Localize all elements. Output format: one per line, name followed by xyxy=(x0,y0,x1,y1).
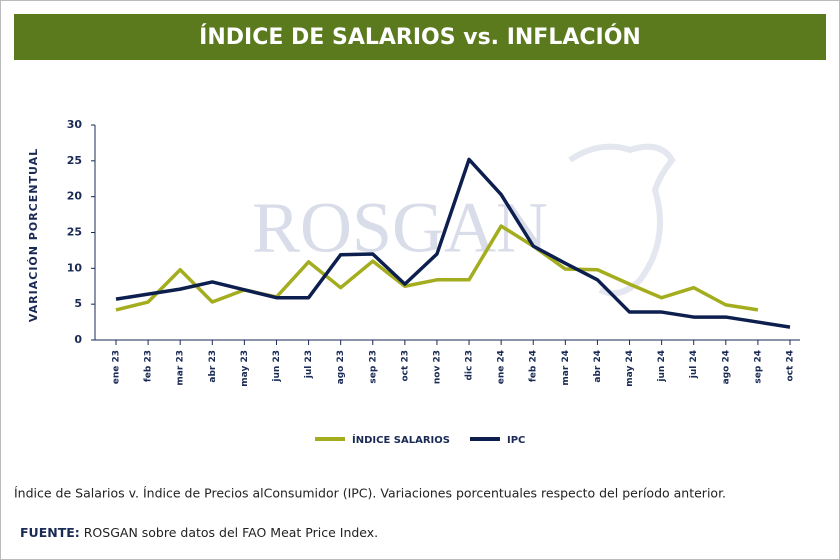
y-tick-label: 25 xyxy=(67,226,82,239)
x-tick-label: feb 24 xyxy=(529,350,539,382)
chart-title: ÍNDICE DE SALARIOS vs. INFLACIÓN xyxy=(199,24,641,50)
y-tick-label: 30 xyxy=(67,118,83,131)
legend-label: IPC xyxy=(507,435,525,446)
x-tick-label: jun 24 xyxy=(657,350,667,383)
source-text: ROSGAN sobre datos del FAO Meat Price In… xyxy=(84,525,378,540)
x-tick-label: nov 23 xyxy=(432,350,442,384)
source-label: FUENTE: xyxy=(20,525,80,540)
source: FUENTE: ROSGAN sobre datos del FAO Meat … xyxy=(20,525,378,540)
x-tick-label: may 23 xyxy=(240,350,250,387)
x-tick-label: abr 24 xyxy=(593,350,603,383)
x-tick-label: jun 23 xyxy=(272,350,282,383)
x-tick-label: oct 24 xyxy=(786,350,796,381)
x-tick-label: may 24 xyxy=(625,350,635,387)
legend-label: ÍNDICE SALARIOS xyxy=(352,433,450,446)
x-tick-label: abr 23 xyxy=(208,350,218,383)
x-tick-label: jul 23 xyxy=(304,350,314,379)
y-tick-label: 5 xyxy=(74,297,82,310)
caption: Índice de Salarios v. Índice de Precios … xyxy=(14,486,726,501)
bull-icon xyxy=(568,143,676,297)
series-line xyxy=(115,157,791,329)
y-tick-label: 0 xyxy=(74,333,82,346)
x-tick-label: ene 23 xyxy=(112,350,122,384)
x-tick-label: oct 23 xyxy=(400,350,410,381)
x-tick-label: mar 23 xyxy=(176,350,186,386)
x-tick-label: ene 24 xyxy=(497,350,507,384)
y-tick-label: 10 xyxy=(67,261,83,274)
title-bar xyxy=(14,14,826,60)
x-tick-label: ago 23 xyxy=(336,350,346,384)
y-axis-label: VARIACIÓN PORCENTUAL xyxy=(27,148,40,322)
y-tick-label: 20 xyxy=(67,190,83,203)
series-line xyxy=(115,224,759,312)
x-tick-label: ago 24 xyxy=(721,350,731,384)
x-tick-label: sep 24 xyxy=(753,350,763,384)
x-tick-label: sep 23 xyxy=(368,350,378,384)
x-tick-label: mar 24 xyxy=(561,350,571,386)
x-tick-label: dic 23 xyxy=(465,350,475,381)
x-tick-label: jul 24 xyxy=(689,350,699,379)
x-tick-label: feb 23 xyxy=(144,350,154,382)
y-tick-label: 25 xyxy=(67,154,82,167)
